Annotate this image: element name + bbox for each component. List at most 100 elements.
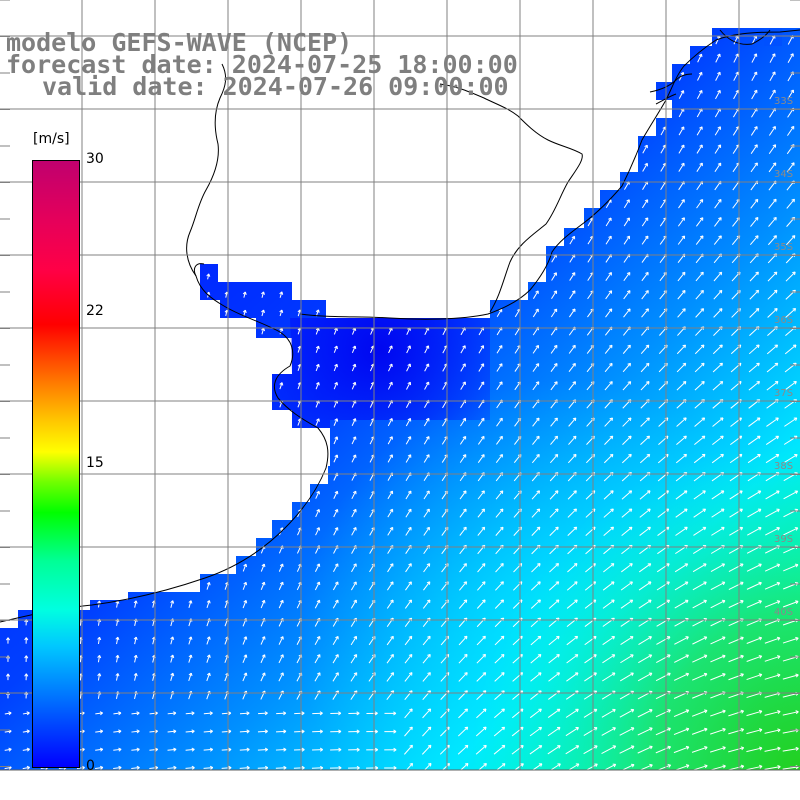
wind-arrow [733,53,739,63]
wind-arrow-head [718,217,722,221]
wind-arrow [732,126,740,136]
sea-field [0,28,800,770]
wind-arrow [784,381,797,391]
wind-arrow [565,745,579,755]
wind-arrow [278,563,284,572]
wind-arrow [351,400,356,408]
wind-arrow-head [389,345,393,349]
wind-arrow [134,636,137,645]
wind-arrow-head [593,708,598,713]
wind-arrow [95,712,103,715]
wind-arrow [386,654,394,664]
wind-arrow-head [536,490,541,494]
wind-arrow [732,180,740,191]
wind-arrow [203,748,213,751]
wind-arrow [567,490,577,500]
wind-arrow-head [356,765,360,770]
wind-arrow-head [758,709,763,714]
wind-arrow-head [279,309,284,313]
wind-arrow-head [462,381,466,385]
wind-arrow [710,600,726,609]
wind-arrow [496,327,503,336]
wind-arrow [405,418,411,427]
wind-arrow-head [389,490,394,495]
wind-arrow [764,729,781,734]
wind-arrow [583,690,597,700]
wind-arrow-head [427,672,431,676]
wind-arrow-head [283,747,287,752]
wind-arrow [279,327,283,335]
wind-arrow-head [500,635,505,640]
wind-arrow [569,272,576,281]
wind-arrow-head [628,453,632,458]
wind-arrow-head [536,526,541,531]
wind-arrow [640,381,650,391]
wind-arrow-head [704,764,708,769]
wind-arrow [423,436,430,445]
wind-arrow-head [407,381,412,386]
wind-arrow [404,690,413,700]
wind-arrow-head [611,599,615,604]
wind-arrow-head [154,765,159,770]
wind-arrow [655,727,671,736]
wind-arrow [585,526,596,537]
wind-arrow-head [338,765,342,770]
wind-arrow-head [188,672,193,677]
wind-arrow-head [500,581,504,585]
wind-arrow [514,308,521,318]
wind-arrow-head [409,744,413,749]
wind-arrow-head [352,381,357,386]
wind-arrow-head [645,362,650,367]
wind-arrow [4,766,12,770]
wind-arrow [511,726,524,737]
wind-arrow-head [682,289,686,294]
wind-arrow [605,290,612,300]
wind-arrow-head [572,308,576,312]
wind-arrow-head [776,490,780,494]
wind-arrow [278,690,284,700]
wind-arrow-head [136,765,140,770]
wind-arrow [496,436,503,445]
wind-arrow-head [520,763,524,767]
wind-arrow-head [393,729,397,734]
wind-arrow-head [630,708,635,713]
wind-arrow [675,508,688,518]
wind-arrow [550,435,558,445]
wind-arrow-head [573,508,577,512]
wind-arrow [765,454,780,464]
wind-arrow [350,654,358,664]
wind-arrow [584,581,596,591]
wind-arrow [547,745,561,755]
wind-arrow-head [535,290,539,294]
wind-arrow-head [610,526,614,531]
wind-arrow [351,490,357,500]
wind-arrow [715,90,721,100]
wind-arrow [386,635,394,646]
wind-arrow [584,636,597,646]
wind-arrow-head [702,526,707,531]
wind-arrow-head [261,636,266,640]
wind-arrow-head [684,581,689,585]
wind-arrow-head [408,508,412,513]
wind-arrow-head [481,508,485,513]
wind-arrow [386,672,394,682]
wind-arrow [387,436,393,445]
wind-arrow-head [753,89,758,94]
wind-arrow-head [776,600,781,604]
wind-arrow [620,599,633,609]
wind-arrow-head [682,380,687,385]
wind-arrow-head [334,345,338,350]
wind-arrow [694,344,705,355]
wind-arrow-head [246,711,250,716]
wind-arrow-head [627,362,632,367]
wind-arrow [730,435,742,446]
wind-arrow-head [483,763,487,767]
wind-arrow-head [136,747,140,752]
wind-arrow [764,692,781,698]
wind-arrow-head [702,508,707,513]
wind-arrow-head [482,672,487,676]
wind-arrow [4,748,12,751]
wind-arrow-head [352,436,357,440]
wind-arrow [655,709,671,718]
wind-arrow [678,162,685,172]
